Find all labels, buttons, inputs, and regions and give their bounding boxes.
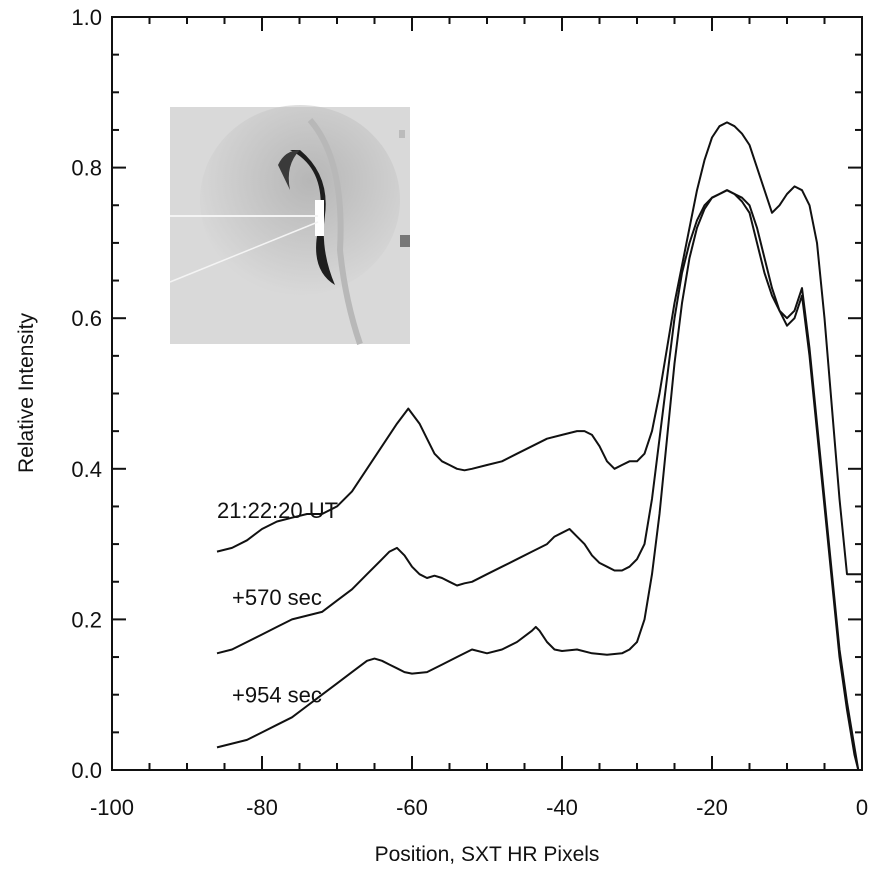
x-tick-label: 0: [856, 795, 868, 820]
series-group: [216, 121, 862, 771]
inset-image: [169, 105, 410, 345]
x-tick-label: -60: [396, 795, 428, 820]
series-annotation-2: +570 sec: [232, 585, 322, 610]
annotations-group: 21:22:20 UT +570 sec +954 sec: [217, 498, 338, 707]
x-tick-label: -80: [246, 795, 278, 820]
series-line-2: [216, 189, 860, 771]
y-tick-label: 0.6: [71, 306, 102, 331]
ticks-group: [111, 16, 863, 771]
y-tick-label: 0.4: [71, 457, 102, 482]
y-tick-label: 1.0: [71, 5, 102, 30]
series-line-1: [216, 121, 862, 576]
y-tick-label: 0.2: [71, 607, 102, 632]
x-axis-label: Position, SXT HR Pixels: [375, 843, 600, 866]
tick-labels-group: -100 -80 -60 -40 -20 0 0.0 0.2 0.4 0.6 0.8 1.0: [71, 5, 868, 820]
x-tick-label: -20: [696, 795, 728, 820]
series-line-3: [216, 189, 860, 771]
series-annotation-3: +954 sec: [232, 683, 322, 708]
x-tick-label: -100: [90, 795, 134, 820]
y-tick-label: 0.0: [71, 758, 102, 783]
x-tick-label: -40: [546, 795, 578, 820]
series-annotation-1: 21:22:20 UT: [217, 498, 338, 523]
y-axis-label: Relative Intensity: [15, 313, 38, 473]
y-tick-label: 0.8: [71, 156, 102, 181]
